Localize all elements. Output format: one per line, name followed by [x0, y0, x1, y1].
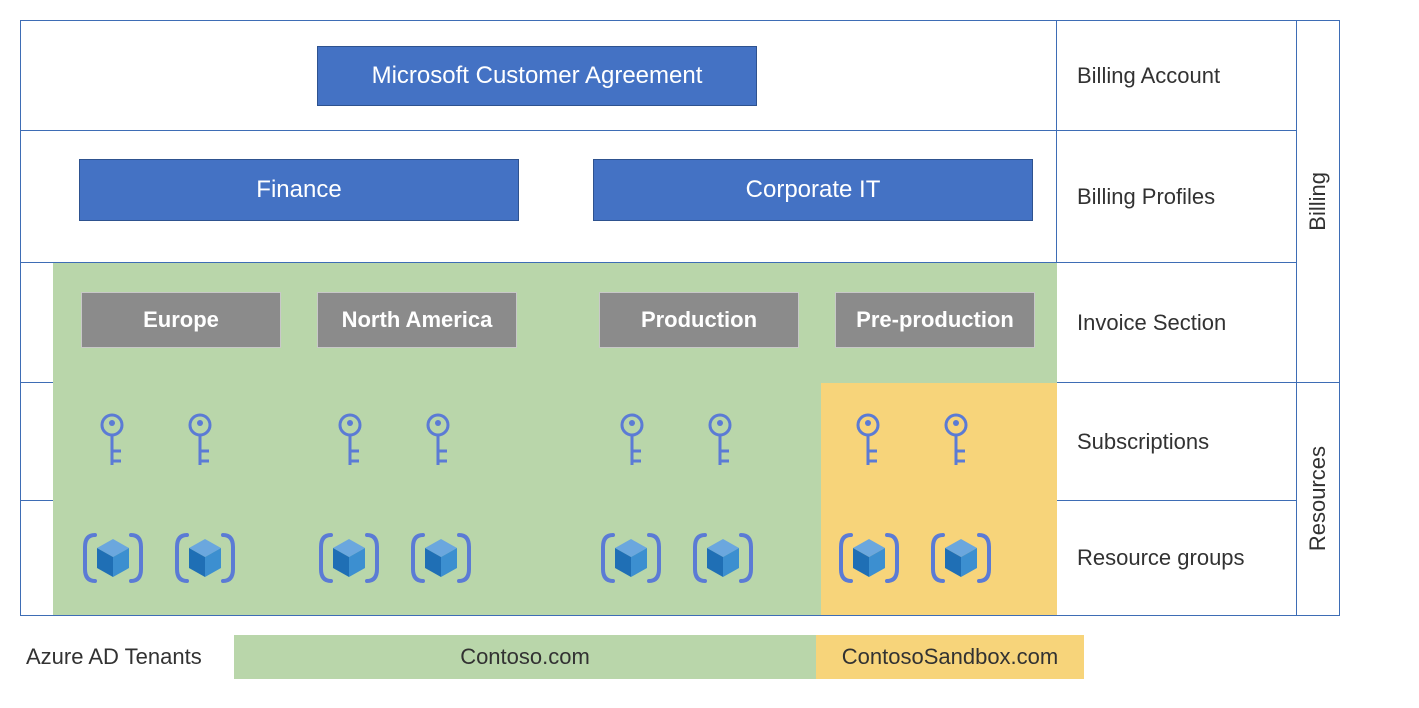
tenant-contoso-label: Contoso.com — [460, 644, 590, 670]
invoice-preproduction-label: Pre-production — [856, 307, 1014, 333]
resource-group-icon — [929, 529, 993, 587]
row-resource-groups — [21, 501, 1056, 615]
tenant-sandbox-box: ContosoSandbox.com — [816, 635, 1084, 679]
subs-pair-3 — [617, 413, 735, 471]
key-icon — [941, 413, 971, 471]
profile-corporateit-box: Corporate IT — [593, 159, 1033, 221]
label-column: Billing Account Billing Profiles Invoice… — [1057, 21, 1297, 615]
subs-pair-4 — [853, 413, 971, 471]
mca-label: Microsoft Customer Agreement — [372, 62, 703, 90]
main-column: Microsoft Customer Agreement Finance Cor… — [21, 21, 1057, 615]
side-resources: Resources — [1297, 383, 1339, 615]
side-resources-label: Resources — [1305, 446, 1331, 551]
rg-pair-1 — [81, 529, 237, 587]
resource-group-icon — [81, 529, 145, 587]
tenants-row: Azure AD Tenants Contoso.com ContosoSand… — [20, 634, 1340, 680]
profile-corporateit-label: Corporate IT — [746, 176, 881, 204]
row-invoice-section: Europe North America Production Pre-prod… — [21, 263, 1056, 383]
resource-group-icon — [409, 529, 473, 587]
side-billing: Billing — [1297, 21, 1339, 383]
key-icon — [853, 413, 883, 471]
label-resource-groups: Resource groups — [1057, 501, 1296, 615]
key-icon — [423, 413, 453, 471]
side-column: Billing Resources — [1297, 21, 1339, 615]
invoice-production-label: Production — [641, 307, 757, 333]
profile-finance-label: Finance — [256, 176, 341, 204]
row-billing-account: Microsoft Customer Agreement — [21, 21, 1056, 131]
tenant-contoso-box: Contoso.com — [234, 635, 816, 679]
mca-box: Microsoft Customer Agreement — [317, 46, 757, 106]
side-billing-label: Billing — [1305, 172, 1331, 231]
resource-group-icon — [599, 529, 663, 587]
row-subscriptions — [21, 383, 1056, 501]
invoice-northamerica-box: North America — [317, 292, 517, 348]
label-billing-account: Billing Account — [1057, 21, 1296, 131]
profile-finance-box: Finance — [79, 159, 519, 221]
subs-pair-2 — [335, 413, 453, 471]
resource-group-icon — [691, 529, 755, 587]
rg-pair-4 — [837, 529, 993, 587]
diagram-frame: Microsoft Customer Agreement Finance Cor… — [20, 20, 1340, 616]
invoice-europe-box: Europe — [81, 292, 281, 348]
rg-pair-2 — [317, 529, 473, 587]
label-subscriptions: Subscriptions — [1057, 383, 1296, 501]
key-icon — [617, 413, 647, 471]
resource-group-icon — [837, 529, 901, 587]
tenants-label: Azure AD Tenants — [20, 644, 234, 670]
label-billing-profiles: Billing Profiles — [1057, 131, 1296, 263]
key-icon — [185, 413, 215, 471]
resource-group-icon — [173, 529, 237, 587]
subs-pair-1 — [97, 413, 215, 471]
key-icon — [705, 413, 735, 471]
rg-pair-3 — [599, 529, 755, 587]
tenant-sandbox-label: ContosoSandbox.com — [842, 644, 1058, 670]
resource-group-icon — [317, 529, 381, 587]
label-invoice-section: Invoice Section — [1057, 263, 1296, 383]
billing-hierarchy-diagram: Microsoft Customer Agreement Finance Cor… — [20, 20, 1399, 688]
invoice-northamerica-label: North America — [342, 307, 493, 333]
invoice-preproduction-box: Pre-production — [835, 292, 1035, 348]
row-billing-profiles: Finance Corporate IT — [21, 131, 1056, 263]
invoice-production-box: Production — [599, 292, 799, 348]
key-icon — [97, 413, 127, 471]
key-icon — [335, 413, 365, 471]
invoice-europe-label: Europe — [143, 307, 219, 333]
